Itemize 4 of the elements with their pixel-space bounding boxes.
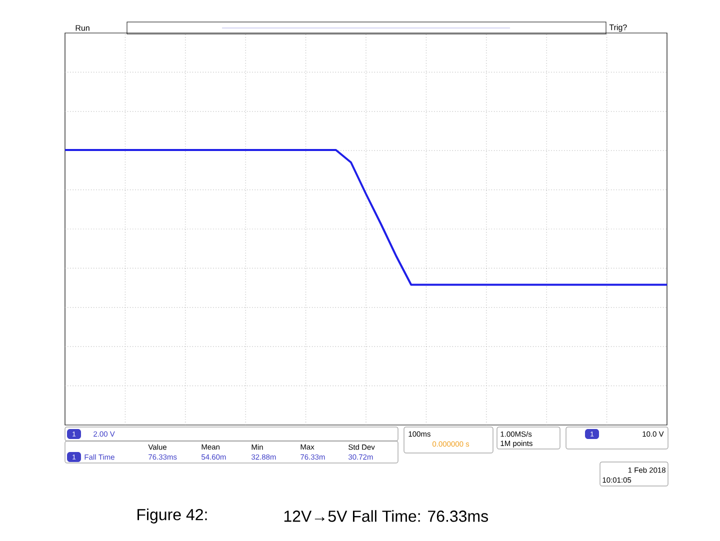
text: Trig? [609, 24, 627, 32]
caption: Figure 42: [138, 508, 207, 524]
text: Run [76, 25, 90, 31]
text: 12V→5V Fall Time: 76.33ms [284, 510, 488, 522]
